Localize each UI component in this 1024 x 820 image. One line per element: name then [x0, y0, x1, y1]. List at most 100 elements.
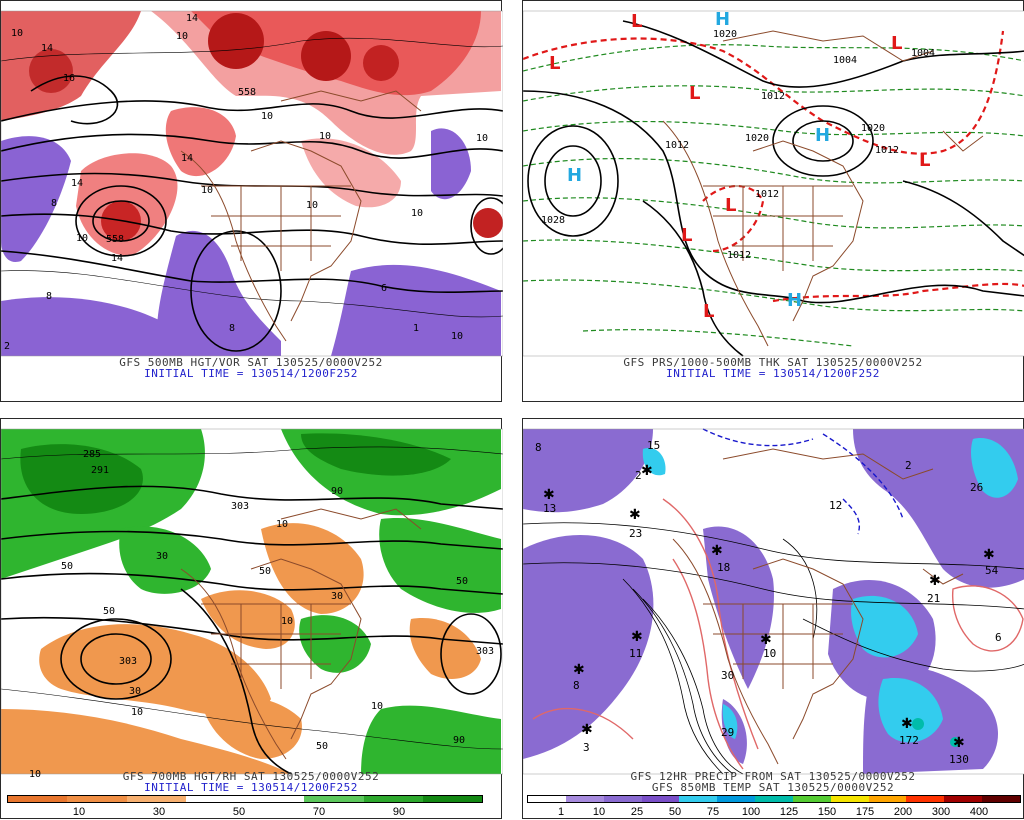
legend-tick: 50 — [668, 806, 682, 818]
isobar-label: 1012 — [755, 189, 779, 200]
contour-label: 291 — [91, 465, 109, 476]
contour-label: 10 — [261, 111, 273, 122]
contour-label: 50 — [456, 576, 468, 587]
map-700mb-humidity: 285 291 303 50 50 50 90 30 30 10 10 10 3… — [1, 428, 503, 780]
contour-label: 14 — [111, 253, 123, 264]
isobar-label: 1004 — [833, 55, 857, 66]
legend-swatch — [8, 796, 68, 802]
contour-label: 10 — [476, 133, 488, 144]
contour-label: 14 — [41, 43, 53, 54]
legend-swatch — [363, 796, 423, 802]
precip-value: 2 — [635, 469, 642, 482]
max-marker: ✱ — [983, 547, 995, 563]
contour-label: 14 — [186, 13, 198, 24]
contour-label: 10 — [11, 28, 23, 39]
max-marker: ✱ — [641, 463, 653, 479]
low-pressure-marker: L — [681, 225, 692, 246]
legend-tick: 200 — [893, 806, 913, 818]
panel-precip-850mb-temp: ✱ ✱ ✱ ✱ ✱ ✱ ✱ ✱ ✱ ✱ ✱ ✱ 8 15 13 2 23 18 … — [522, 418, 1024, 819]
legend-swatch — [868, 796, 907, 802]
panel-title: GFS PRS/1000-500MB THK SAT 130525/0000V2… — [623, 356, 923, 369]
max-marker: ✱ — [631, 629, 643, 645]
legend-swatch — [603, 796, 642, 802]
contour-label: 8 — [229, 323, 235, 334]
precip-legend-bar — [527, 795, 1021, 803]
isobar-label: 1012 — [875, 145, 899, 156]
initial-time: INITIAL TIME = 130514/1200F252 — [144, 781, 358, 794]
legend-swatch — [528, 796, 566, 802]
contour-label: 10 — [276, 519, 288, 530]
legend-swatch — [982, 796, 1020, 802]
isobar-label: 1020 — [745, 133, 769, 144]
contour-label: 10 — [371, 701, 383, 712]
contour-label: 10 — [319, 131, 331, 142]
precip-value: 29 — [721, 726, 734, 739]
contour-label: 90 — [453, 735, 465, 746]
contour-label: 14 — [71, 178, 83, 189]
legend-swatch — [304, 796, 364, 802]
legend-swatch — [944, 796, 983, 802]
legend-tick: 75 — [706, 806, 720, 818]
contour-label: 50 — [103, 606, 115, 617]
legend-swatch — [126, 796, 186, 802]
map-precip-850mb-temp: ✱ ✱ ✱ ✱ ✱ ✱ ✱ ✱ ✱ ✱ ✱ ✱ 8 15 13 2 23 18 … — [523, 428, 1024, 775]
legend-tick: 10 — [72, 806, 86, 818]
max-marker: ✱ — [629, 507, 641, 523]
legend-swatch — [67, 796, 127, 802]
precip-value: 18 — [717, 561, 730, 574]
high-pressure-marker: H — [567, 165, 582, 186]
isobar-label: 1020 — [861, 123, 885, 134]
contour-label: 10 — [76, 233, 88, 244]
contour-label: 10 — [411, 208, 423, 219]
max-marker: ✱ — [953, 735, 965, 751]
contour-label: 14 — [181, 153, 193, 164]
contour-label: 303 — [476, 646, 494, 657]
max-marker: ✱ — [760, 632, 772, 648]
legend-tick: 300 — [931, 806, 951, 818]
legend-swatch — [185, 796, 245, 802]
isobar-label: 1028 — [541, 215, 565, 226]
legend-swatch — [792, 796, 831, 802]
legend-swatch — [830, 796, 869, 802]
precip-value: 172 — [899, 734, 919, 747]
precip-value: 6 — [995, 631, 1002, 644]
contour-label: 10 — [451, 331, 463, 342]
legend-tick: 70 — [312, 806, 326, 818]
precip-value: 26 — [970, 481, 983, 494]
isobar-label: 1012 — [727, 250, 751, 261]
contour-label: 6 — [381, 283, 387, 294]
contour-label: 16 — [63, 73, 75, 84]
low-pressure-marker: L — [631, 11, 642, 32]
contour-label: 2 — [4, 341, 10, 352]
panel-subtitle: GFS 850MB TEMP SAT 130525/0000V252 — [651, 781, 895, 794]
panel-title: GFS 500MB HGT/VOR SAT 130525/0000V252 — [119, 356, 383, 369]
precip-value: 15 — [647, 439, 660, 452]
contour-label: 10 — [201, 185, 213, 196]
low-pressure-marker: L — [689, 83, 700, 104]
max-marker: ✱ — [901, 716, 913, 732]
contour-label: 50 — [259, 566, 271, 577]
isobar-label: 1012 — [761, 91, 785, 102]
legend-tick: 150 — [817, 806, 837, 818]
legend-tick: 400 — [969, 806, 989, 818]
precip-value: 2 — [905, 459, 912, 472]
isobar-label: 1004 — [911, 48, 935, 59]
contour-label: 8 — [46, 291, 52, 302]
max-marker: ✱ — [711, 543, 723, 559]
legend-tick: 1 — [557, 806, 565, 818]
contour-label: 10 — [176, 31, 188, 42]
low-pressure-marker: L — [549, 53, 560, 74]
legend-tick: 25 — [630, 806, 644, 818]
contour-label: 10 — [306, 200, 318, 211]
legend-tick: 90 — [392, 806, 406, 818]
contour-label: 30 — [156, 551, 168, 562]
legend-swatch — [245, 796, 305, 802]
precip-value: 13 — [543, 502, 556, 515]
max-marker: ✱ — [929, 573, 941, 589]
legend-swatch — [906, 796, 945, 802]
contour-label: 1 — [413, 323, 419, 334]
contour-label: 285 — [83, 449, 101, 460]
max-marker: ✱ — [573, 662, 585, 678]
precip-value: 11 — [629, 647, 642, 660]
panel-500mb-vorticity: 10 14 16 14 558 10 10 10 14 10 558 14 14… — [0, 0, 503, 402]
